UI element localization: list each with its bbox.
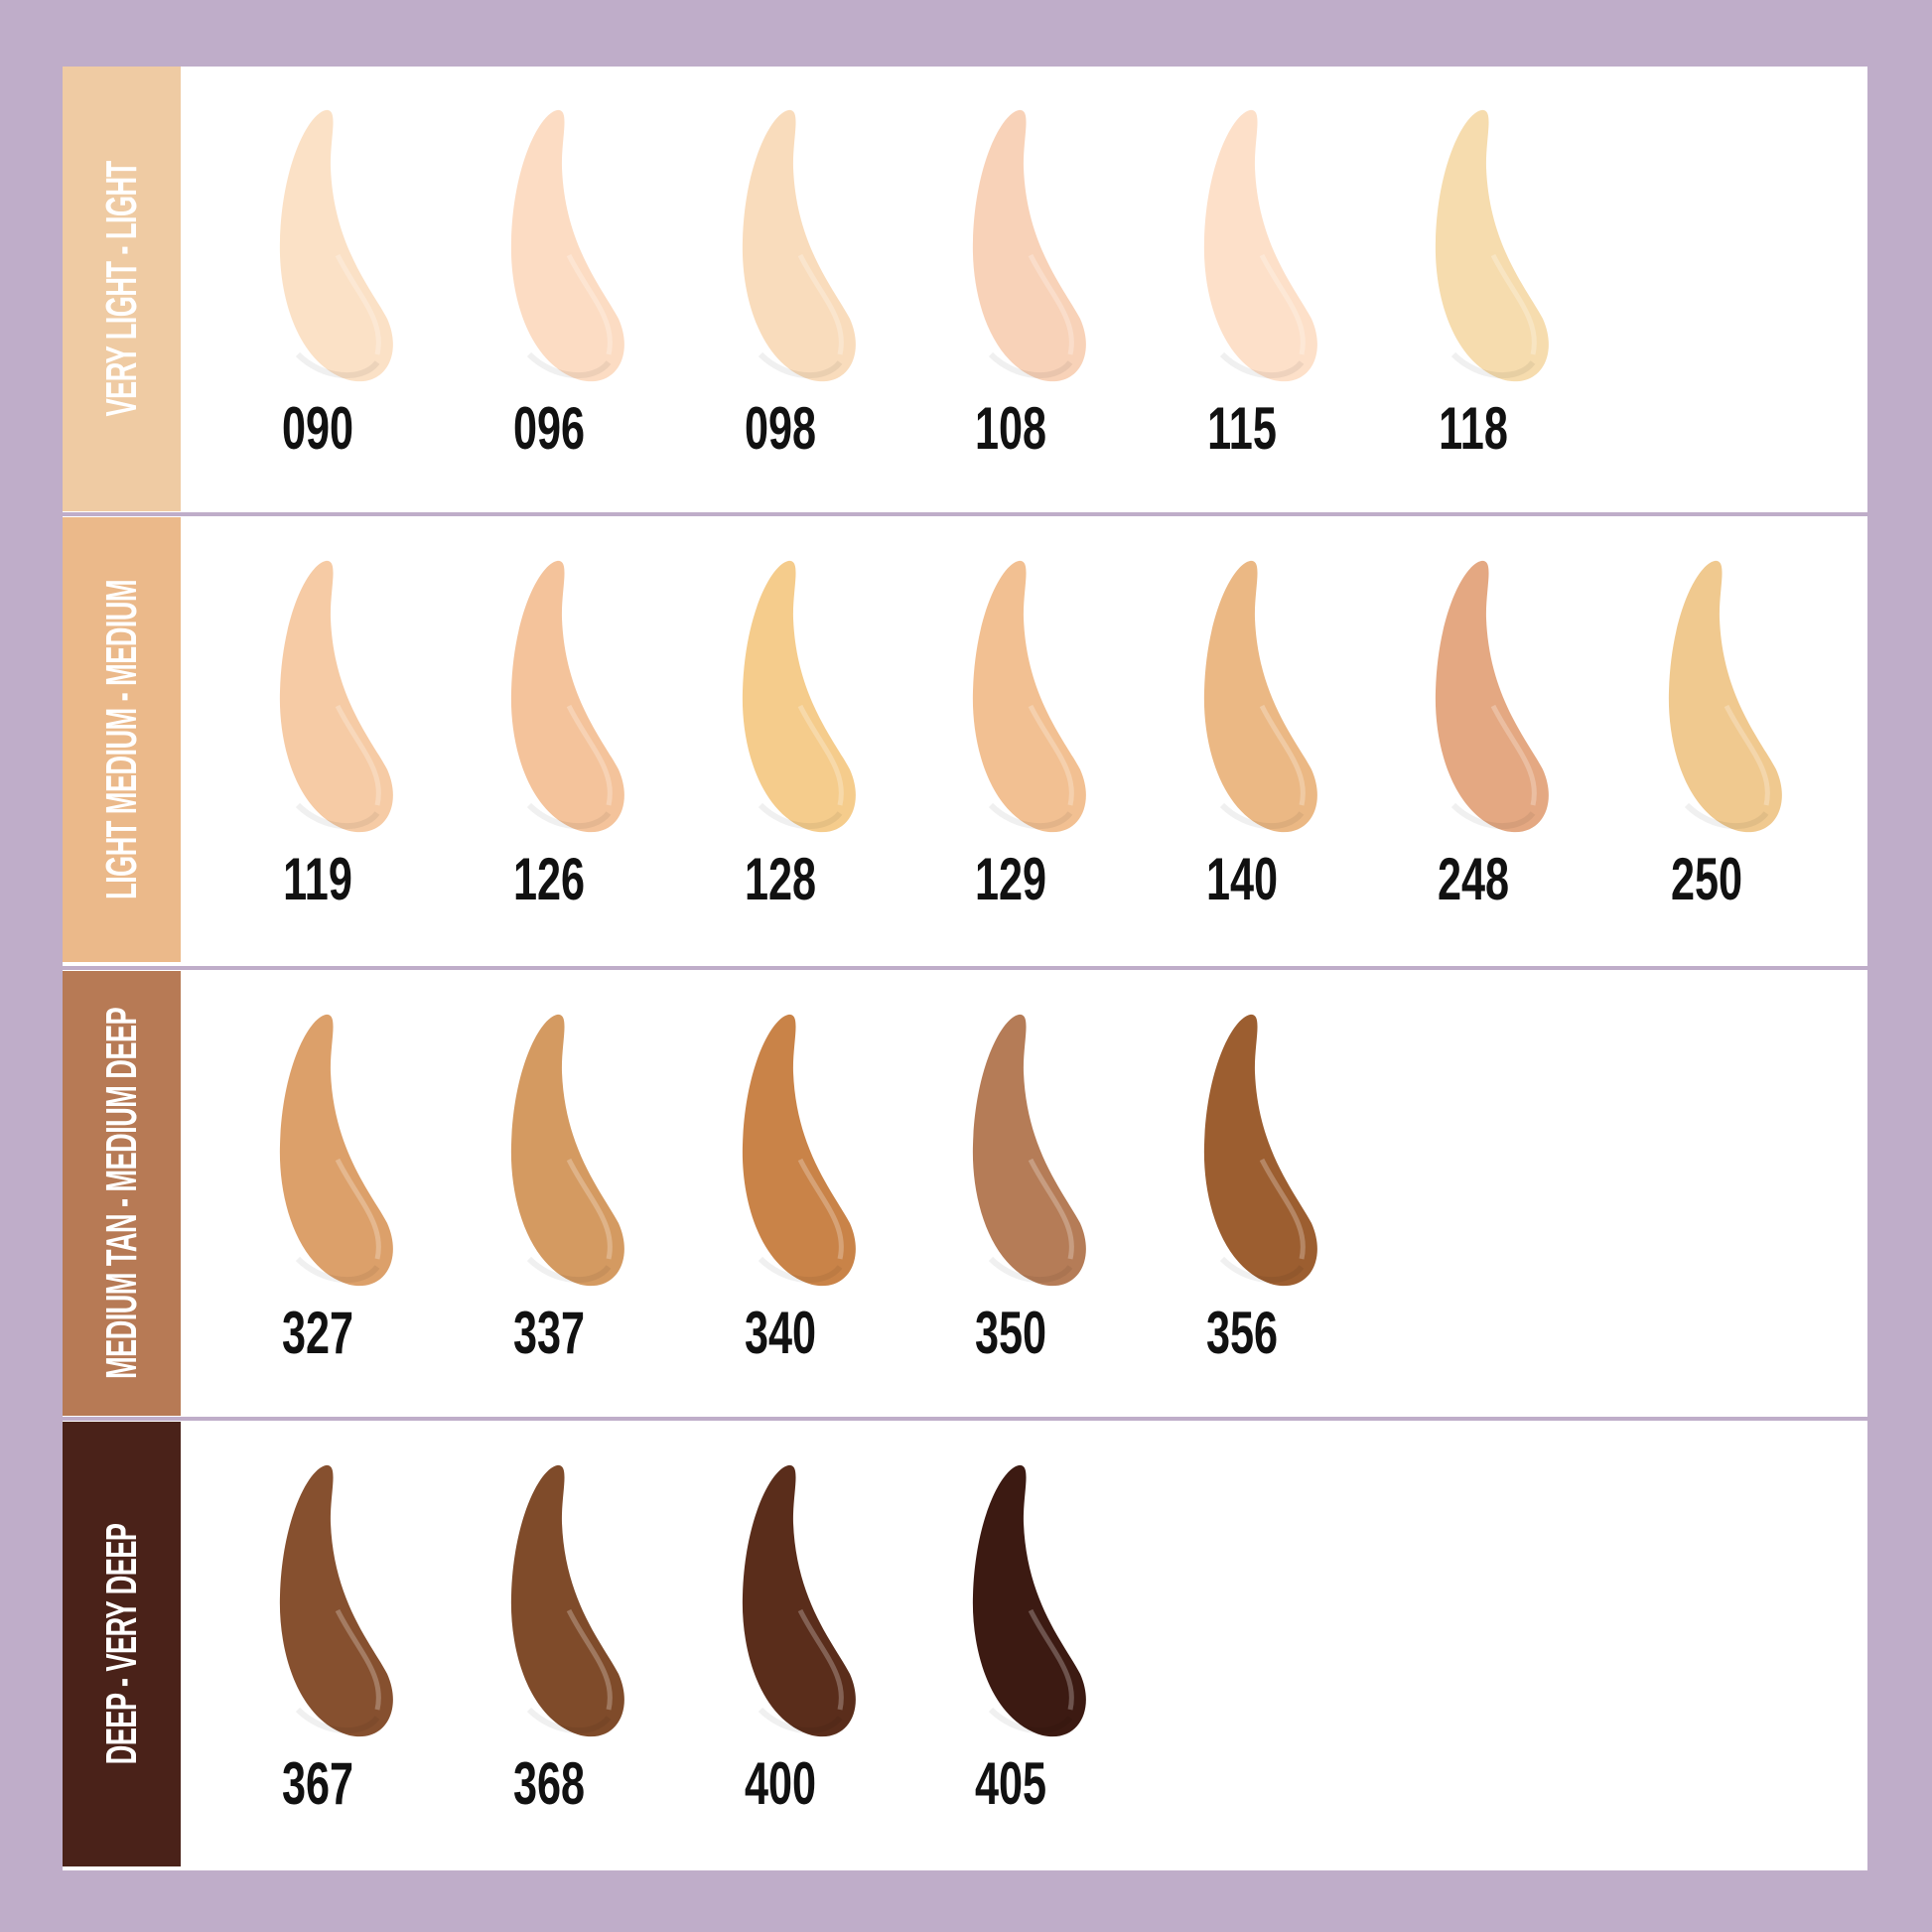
shade-swatch: 367 bbox=[218, 1422, 417, 1839]
swatch-smear bbox=[279, 1014, 393, 1287]
shade-code: 096 bbox=[512, 395, 586, 462]
shade-swatch: 129 bbox=[911, 517, 1110, 934]
shade-group-row: LIGHT MEDIUM - MEDIUM 119 126 128 129 14… bbox=[63, 517, 1867, 962]
swatch-smear bbox=[1203, 1014, 1317, 1287]
shade-code: 368 bbox=[512, 1750, 586, 1817]
swatch-smear bbox=[972, 1464, 1086, 1737]
shade-code: 128 bbox=[744, 846, 817, 912]
shade-code: 118 bbox=[1439, 395, 1508, 462]
swatch-smear bbox=[742, 1464, 856, 1737]
shade-swatch: 327 bbox=[218, 971, 417, 1388]
row-divider bbox=[63, 512, 1867, 516]
shade-chart-panel: VERY LIGHT - LIGHT 090 096 098 108 115 bbox=[63, 67, 1867, 1870]
shade-code: 126 bbox=[512, 846, 586, 912]
swatch-smear bbox=[742, 109, 856, 382]
shade-code: 250 bbox=[1670, 846, 1743, 912]
shade-swatch: 115 bbox=[1143, 67, 1341, 483]
shade-swatch: 350 bbox=[911, 971, 1110, 1388]
shade-code: 115 bbox=[1207, 395, 1277, 462]
group-label-band: VERY LIGHT - LIGHT bbox=[63, 67, 181, 511]
row-divider bbox=[63, 966, 1867, 970]
shade-code: 140 bbox=[1205, 846, 1279, 912]
shade-swatch: 108 bbox=[911, 67, 1110, 483]
swatch-smear bbox=[510, 560, 624, 833]
shade-code: 119 bbox=[283, 846, 352, 912]
group-label: DEEP - VERY DEEP bbox=[96, 1523, 146, 1765]
group-label: VERY LIGHT - LIGHT bbox=[96, 161, 146, 417]
shade-code: 129 bbox=[974, 846, 1047, 912]
row-divider bbox=[63, 1417, 1867, 1421]
shade-swatch: 128 bbox=[681, 517, 880, 934]
group-label: MEDIUM TAN - MEDIUM DEEP bbox=[96, 1007, 146, 1380]
shade-code: 327 bbox=[281, 1300, 354, 1366]
swatch-smear bbox=[1203, 109, 1317, 382]
swatch-smear bbox=[742, 1014, 856, 1287]
shade-swatch: 096 bbox=[450, 67, 648, 483]
shade-swatch: 356 bbox=[1143, 971, 1341, 1388]
shade-code: 108 bbox=[974, 395, 1047, 462]
swatch-smear bbox=[1435, 560, 1549, 833]
swatch-smear bbox=[279, 1464, 393, 1737]
shade-code: 356 bbox=[1205, 1300, 1279, 1366]
shade-swatch: 248 bbox=[1374, 517, 1573, 934]
shade-code: 400 bbox=[744, 1750, 817, 1817]
shade-swatch: 405 bbox=[911, 1422, 1110, 1839]
swatch-smear bbox=[1668, 560, 1782, 833]
shade-swatch: 098 bbox=[681, 67, 880, 483]
shade-swatch: 250 bbox=[1607, 517, 1806, 934]
shade-code: 367 bbox=[281, 1750, 354, 1817]
shade-code: 098 bbox=[744, 395, 817, 462]
swatch-smear bbox=[510, 109, 624, 382]
shade-group-row: DEEP - VERY DEEP 367 368 400 405 bbox=[63, 1422, 1867, 1866]
shade-code: 405 bbox=[974, 1750, 1047, 1817]
swatch-smear bbox=[972, 1014, 1086, 1287]
group-label: LIGHT MEDIUM - MEDIUM bbox=[96, 580, 146, 899]
shade-group-row: VERY LIGHT - LIGHT 090 096 098 108 115 bbox=[63, 67, 1867, 511]
swatch-smear bbox=[972, 560, 1086, 833]
shade-code: 248 bbox=[1437, 846, 1510, 912]
shade-swatch: 118 bbox=[1374, 67, 1573, 483]
swatch-smear bbox=[1435, 109, 1549, 382]
shade-code: 337 bbox=[512, 1300, 586, 1366]
shade-swatch: 368 bbox=[450, 1422, 648, 1839]
shade-swatch: 340 bbox=[681, 971, 880, 1388]
group-label-band: LIGHT MEDIUM - MEDIUM bbox=[63, 517, 181, 962]
swatch-smear bbox=[279, 109, 393, 382]
shade-swatch: 400 bbox=[681, 1422, 880, 1839]
shade-swatch: 090 bbox=[218, 67, 417, 483]
swatch-smear bbox=[510, 1014, 624, 1287]
shade-swatch: 337 bbox=[450, 971, 648, 1388]
swatch-smear bbox=[972, 109, 1086, 382]
group-label-band: MEDIUM TAN - MEDIUM DEEP bbox=[63, 971, 181, 1416]
swatch-smear bbox=[279, 560, 393, 833]
shade-swatch: 119 bbox=[218, 517, 417, 934]
group-label-band: DEEP - VERY DEEP bbox=[63, 1422, 181, 1866]
shade-swatch: 140 bbox=[1143, 517, 1341, 934]
swatch-smear bbox=[510, 1464, 624, 1737]
swatch-smear bbox=[742, 560, 856, 833]
shade-swatch: 126 bbox=[450, 517, 648, 934]
shade-code: 340 bbox=[744, 1300, 817, 1366]
shade-code: 090 bbox=[281, 395, 354, 462]
swatch-smear bbox=[1203, 560, 1317, 833]
shade-group-row: MEDIUM TAN - MEDIUM DEEP 327 337 340 350… bbox=[63, 971, 1867, 1416]
shade-code: 350 bbox=[974, 1300, 1047, 1366]
